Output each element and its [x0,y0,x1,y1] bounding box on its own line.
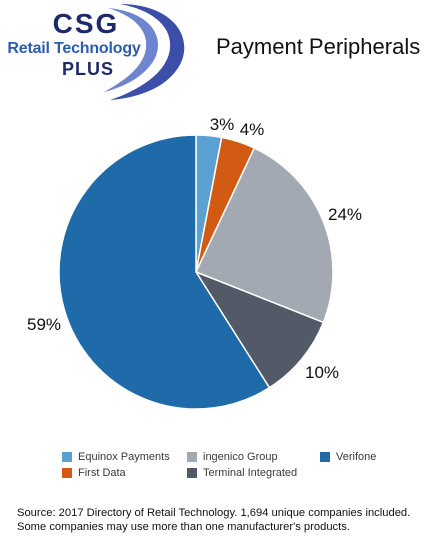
legend-item-first-data: First Data [62,467,126,479]
logo-swoosh-icon [104,4,185,100]
legend-item-terminal-integrated: Terminal Integrated [187,467,297,479]
source-line-1: Source: 2017 Directory of Retail Technol… [17,507,411,519]
csg-logo: CSG Retail Technology PLUS [0,0,210,100]
slice-label-verifone: 59% [27,315,61,334]
legend-label: Equinox Payments [78,451,170,463]
logo-csg-text: CSG [52,8,120,39]
legend-item-ingenico-group: ingenico Group [187,451,278,463]
legend-swatch [187,452,197,462]
source-note: Source: 2017 Directory of Retail Technol… [17,506,427,534]
pie-slice-terminal-integrated [194,270,325,389]
chart-title: Payment Peripherals [216,34,421,59]
legend-item-equinox-payments: Equinox Payments [62,451,170,463]
legend-label: First Data [78,467,126,479]
legend-label: ingenico Group [203,451,278,463]
slice-label-first-data: 4% [240,120,265,139]
source-line-2: Some companies may use more than one man… [17,521,350,533]
legend-item-verifone: Verifone [320,451,376,463]
legend-swatch [62,468,72,478]
legend-swatch [62,452,72,462]
legend-label: Terminal Integrated [203,467,298,479]
logo-retail-technology-text: Retail Technology [7,40,141,57]
pie-slice-verifone [58,134,271,410]
slice-label-ingenico-group: 24% [328,205,362,224]
legend-swatch [187,468,197,478]
chart-legend: Equinox Payments ingenico Group Verifone Fi… [62,451,422,491]
legend-label: Verifone [336,451,377,463]
slice-label-equinox-payments: 3% [210,115,235,134]
legend-swatch [320,452,330,462]
logo-plus-text: PLUS [61,59,114,79]
slice-label-terminal-integrated: 10% [305,363,339,382]
pie-slice-ingenico-group [194,147,334,324]
